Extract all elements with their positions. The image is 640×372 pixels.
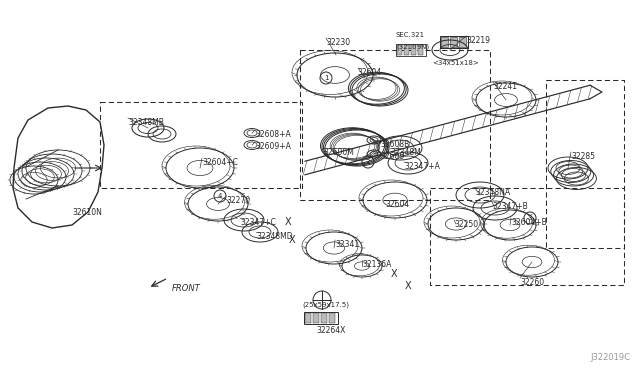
Text: 32136A: 32136A [362,260,392,269]
Text: 32604: 32604 [385,200,409,209]
Text: 32264X: 32264X [316,326,346,335]
Text: 4: 4 [218,193,222,199]
Text: 32609+A: 32609+A [255,142,291,151]
Text: X: X [289,235,295,245]
Text: <34x51x18>: <34x51x18> [432,60,479,66]
Bar [441,37,448,47]
Text: 32604: 32604 [357,68,381,77]
Bar [411,45,416,55]
Text: 32600M: 32600M [323,148,354,157]
Text: 32608+A: 32608+A [255,130,291,139]
Text: 32610N: 32610N [72,208,102,217]
Text: 1: 1 [324,75,328,81]
Text: 32347+B: 32347+B [492,202,528,211]
Text: 32219: 32219 [466,36,490,45]
Text: 2: 2 [366,159,370,165]
Text: 3: 3 [528,215,532,221]
Text: X: X [404,281,412,291]
Text: 32347+C: 32347+C [240,218,276,227]
Text: 32270: 32270 [226,196,250,205]
Text: 32348MD: 32348MD [256,232,292,241]
Bar [304,312,338,324]
Text: (25x59x17.5): (25x59x17.5) [302,302,349,308]
Bar [329,313,335,323]
Bar [397,45,402,55]
Text: 32348NA: 32348NA [475,188,510,197]
Text: 32285: 32285 [571,152,595,161]
Text: 32241: 32241 [493,82,517,91]
Text: (32109N): (32109N) [396,44,429,51]
Text: J322019C: J322019C [590,353,630,362]
Text: 32348MB: 32348MB [128,118,164,127]
Text: 32609: 32609 [380,152,404,161]
Bar [404,45,409,55]
Text: 32260: 32260 [520,278,544,287]
Text: 32604+C: 32604+C [202,158,238,167]
Text: 32341: 32341 [335,240,359,249]
Text: 32250: 32250 [454,220,478,229]
Bar [418,45,423,55]
Text: 32347+A: 32347+A [404,162,440,171]
Bar [305,313,311,323]
Text: SEC.321: SEC.321 [396,32,425,38]
Bar [459,37,466,47]
Text: 32230: 32230 [326,38,350,47]
Text: FRONT: FRONT [172,284,201,293]
Text: 32348M: 32348M [390,148,420,157]
Bar [396,44,426,56]
Text: 32608B: 32608B [380,140,409,149]
Bar [313,313,319,323]
Text: X: X [390,269,397,279]
Text: 32604+B: 32604+B [511,218,547,227]
Text: X: X [285,217,291,227]
Bar [450,37,457,47]
Bar [321,313,327,323]
